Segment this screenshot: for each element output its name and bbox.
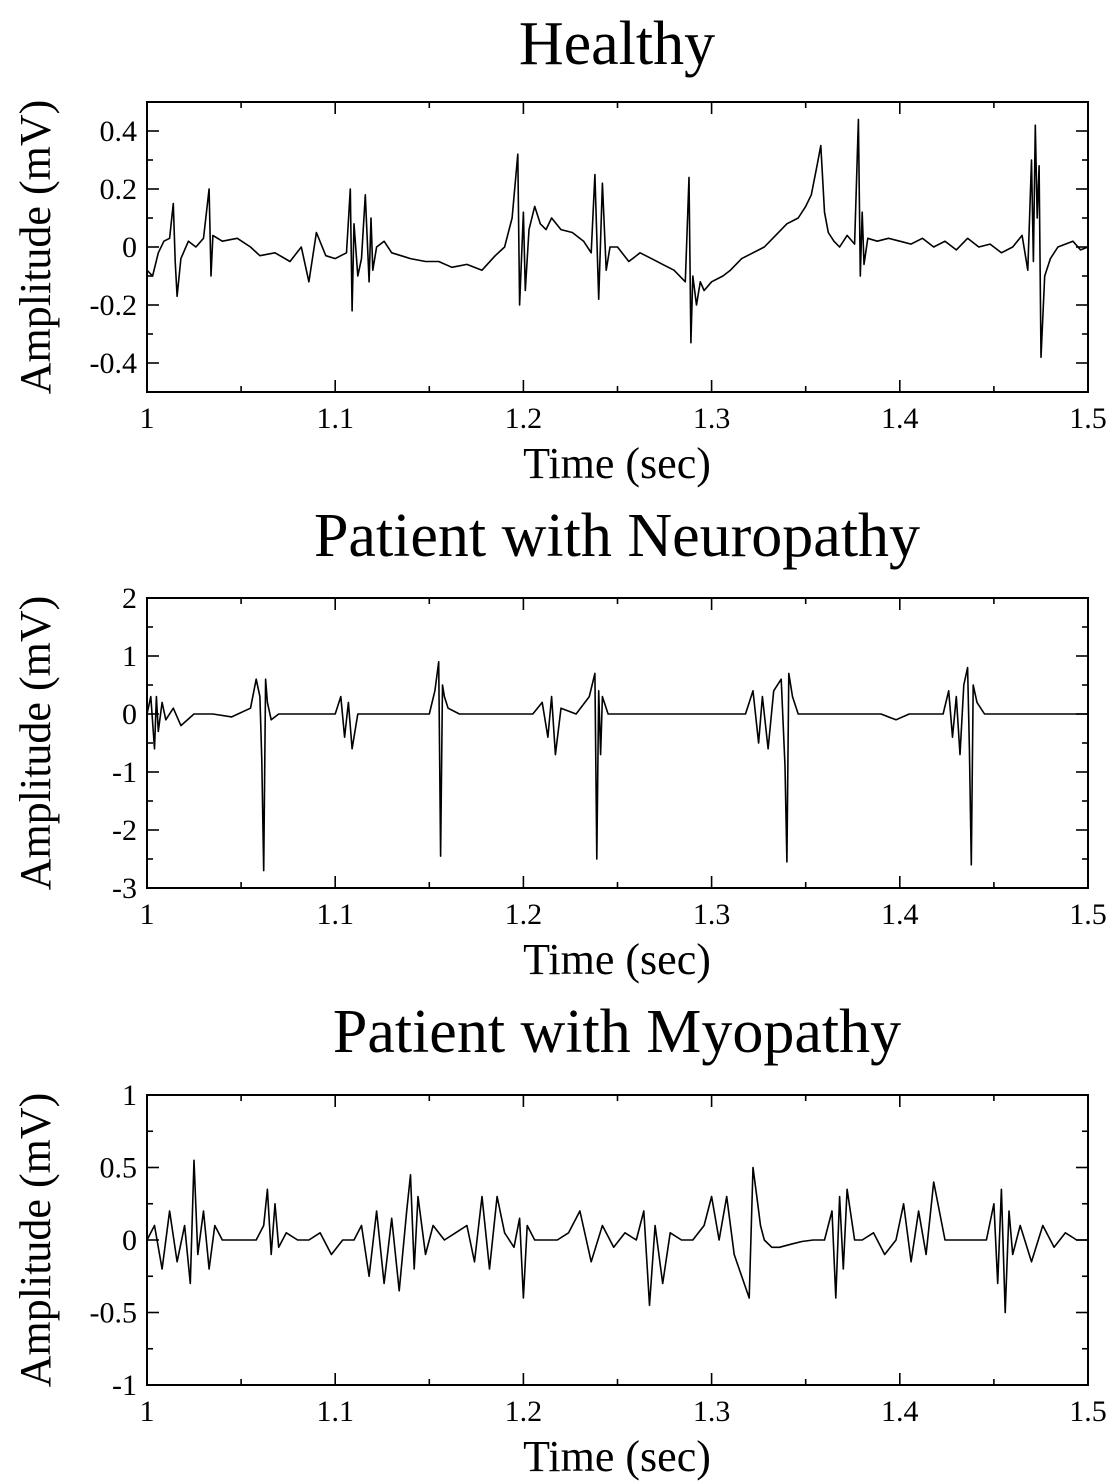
panel-myopathy: Patient with Myopathy Amplitude (mV) Tim… — [11, 998, 1107, 1481]
signal-trace — [147, 119, 1088, 357]
x-tick-label: 1.3 — [693, 402, 731, 435]
x-tick-label: 1 — [140, 898, 155, 931]
x-tick-label: 1 — [140, 1395, 155, 1428]
x-tick-label: 1.4 — [881, 1395, 919, 1428]
x-tick-label: 1.4 — [881, 402, 919, 435]
x-tick-label: 1.3 — [693, 898, 731, 931]
x-axis-label: Time (sec) — [523, 935, 711, 984]
y-tick-label: -0.4 — [90, 347, 138, 380]
y-tick-label: 0 — [122, 1224, 137, 1257]
y-tick-label: -0.5 — [90, 1297, 138, 1330]
x-axis-label: Time (sec) — [523, 1432, 711, 1481]
y-axis-label: Amplitude (mV) — [11, 1093, 60, 1388]
y-tick-label: 1 — [122, 640, 137, 673]
y-tick-label: -3 — [112, 872, 137, 905]
x-tick-label: 1.2 — [505, 898, 543, 931]
x-tick-label: 1.1 — [316, 1395, 354, 1428]
x-tick-label: 1.1 — [316, 898, 354, 931]
x-tick-label: 1 — [140, 402, 155, 435]
plot-frame — [147, 598, 1088, 888]
x-tick-label: 1.5 — [1069, 898, 1107, 931]
x-tick-label: 1.1 — [316, 402, 354, 435]
panel-title: Healthy — [519, 10, 715, 78]
x-tick-label: 1.2 — [505, 402, 543, 435]
x-axis-label: Time (sec) — [523, 439, 711, 488]
x-tick-label: 1.5 — [1069, 1395, 1107, 1428]
signal-trace — [147, 662, 1088, 871]
x-tick-label: 1.5 — [1069, 402, 1107, 435]
y-tick-label: 0.4 — [100, 115, 138, 148]
y-tick-label: 0.2 — [100, 173, 138, 206]
x-tick-label: 1.4 — [881, 898, 919, 931]
y-axis-label: Amplitude (mV) — [11, 596, 60, 891]
y-tick-label: 1 — [122, 1079, 137, 1112]
y-tick-label: 0 — [122, 231, 137, 264]
y-tick-label: -2 — [112, 814, 137, 847]
y-tick-label: 2 — [122, 582, 137, 615]
panel-title: Patient with Myopathy — [333, 998, 901, 1066]
y-axis-label: Amplitude (mV) — [11, 100, 60, 395]
panel-title: Patient with Neuropathy — [314, 502, 920, 570]
y-tick-label: -1 — [112, 1369, 137, 1402]
signal-trace — [147, 1160, 1088, 1312]
panel-neuropathy: Patient with Neuropathy Amplitude (mV) T… — [11, 502, 1107, 984]
y-tick-label: -1 — [112, 756, 137, 789]
y-tick-label: 0.5 — [100, 1152, 138, 1185]
y-tick-label: 0 — [122, 698, 137, 731]
panel-healthy: Healthy Amplitude (mV) Time (sec) 1 1.1 1.… — [11, 10, 1107, 488]
y-tick-label: -0.2 — [90, 289, 138, 322]
x-tick-label: 1.3 — [693, 1395, 731, 1428]
x-tick-label: 1.2 — [505, 1395, 543, 1428]
